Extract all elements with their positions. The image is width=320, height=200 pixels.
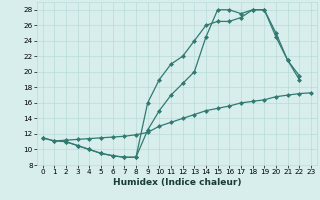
X-axis label: Humidex (Indice chaleur): Humidex (Indice chaleur): [113, 178, 241, 187]
